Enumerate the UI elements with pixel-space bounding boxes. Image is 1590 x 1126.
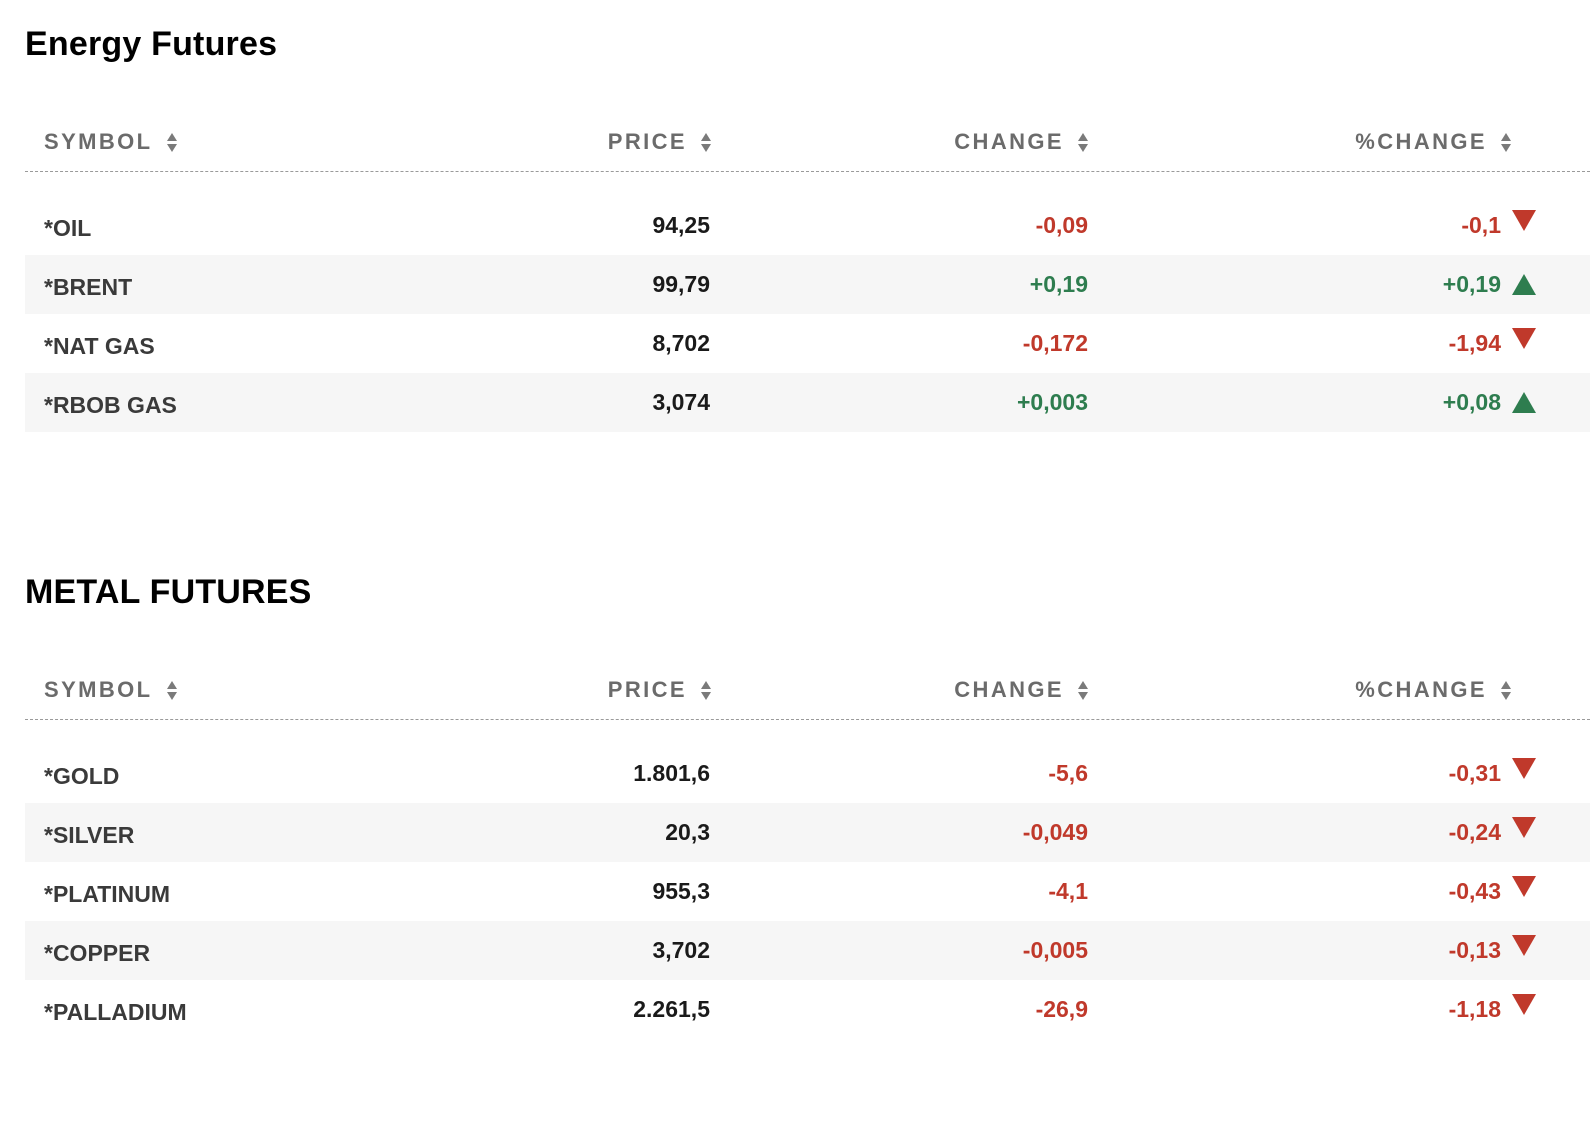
- change-value: -0,172: [1022, 330, 1088, 356]
- pct-change-value: -0,31: [1448, 760, 1501, 786]
- symbol-link[interactable]: *BRENT: [44, 274, 133, 300]
- change-value: -4,1: [1048, 878, 1088, 904]
- sort-icon[interactable]: [1078, 132, 1088, 152]
- section-title: Energy Futures: [25, 25, 278, 63]
- up-arrow-icon: [1512, 274, 1536, 295]
- sort-icon[interactable]: [701, 680, 711, 700]
- table-row[interactable]: *PLATINUM 955,3 -4,1 -0,43: [25, 862, 1590, 921]
- table-row[interactable]: *NAT GAS 8,702 -0,172 -1,94: [25, 314, 1590, 373]
- change-value: -5,6: [1048, 760, 1088, 786]
- down-arrow-icon: [1512, 876, 1536, 897]
- symbol-link[interactable]: *OIL: [44, 215, 92, 241]
- price-value: 8,702: [652, 330, 710, 356]
- table-row[interactable]: *COPPER 3,702 -0,005 -0,13: [25, 921, 1590, 980]
- pct-change-value: -1,94: [1448, 330, 1501, 356]
- price-value: 1.801,6: [633, 760, 710, 786]
- column-header-label: SYMBOL: [44, 677, 153, 702]
- table-row[interactable]: *BRENT 99,79 +0,19 +0,19: [25, 255, 1590, 314]
- table-row[interactable]: *RBOB GAS 3,074 +0,003 +0,08: [25, 373, 1590, 432]
- sort-icon[interactable]: [1501, 680, 1511, 700]
- down-arrow-icon: [1512, 210, 1536, 231]
- sort-icon[interactable]: [701, 132, 711, 152]
- price-value: 955,3: [652, 878, 710, 904]
- energy-futures-section: Energy Futures SYMBOL PRICE CHANGE %CHAN…: [25, 0, 1590, 460]
- pct-change-value: -1,18: [1448, 996, 1501, 1022]
- price-value: 20,3: [665, 819, 710, 845]
- symbol-link[interactable]: *GOLD: [44, 763, 120, 789]
- pct-change-value: -0,24: [1448, 819, 1501, 845]
- change-value: -0,005: [1022, 937, 1088, 963]
- column-header-label: PRICE: [607, 677, 687, 702]
- change-value: -0,049: [1022, 819, 1088, 845]
- pct-change-value: -0,1: [1461, 212, 1501, 238]
- up-arrow-icon: [1512, 392, 1536, 413]
- pct-change-value: +0,08: [1442, 389, 1501, 415]
- section-title: METAL FUTURES: [25, 573, 312, 611]
- table-row[interactable]: *PALLADIUM 2.261,5 -26,9 -1,18: [25, 980, 1590, 1039]
- change-value: -0,09: [1035, 212, 1088, 238]
- table-header: SYMBOL PRICE CHANGE %CHANGE: [25, 659, 1590, 720]
- column-header-change[interactable]: CHANGE: [954, 677, 1088, 703]
- column-header-label: CHANGE: [954, 129, 1064, 154]
- column-header-price[interactable]: PRICE: [608, 677, 711, 703]
- symbol-link[interactable]: *PALLADIUM: [44, 999, 187, 1025]
- price-value: 3,702: [652, 937, 710, 963]
- symbol-link[interactable]: *PLATINUM: [44, 881, 171, 907]
- table-row[interactable]: *GOLD 1.801,6 -5,6 -0,31: [25, 744, 1590, 803]
- column-header-price[interactable]: PRICE: [608, 129, 711, 155]
- symbol-link[interactable]: *COPPER: [44, 940, 151, 966]
- column-header-label: CHANGE: [954, 677, 1064, 702]
- column-header-label: SYMBOL: [44, 129, 153, 154]
- table-row[interactable]: *OIL 94,25 -0,09 -0,1: [25, 196, 1590, 255]
- table-body: *OIL 94,25 -0,09 -0,1 *BRENT 99,79 +0,19…: [25, 196, 1590, 432]
- pct-change-value: -0,43: [1448, 878, 1501, 904]
- column-header-label: %CHANGE: [1355, 129, 1487, 154]
- down-arrow-icon: [1512, 817, 1536, 838]
- symbol-link[interactable]: *SILVER: [44, 822, 135, 848]
- price-value: 3,074: [652, 389, 710, 415]
- price-value: 94,25: [652, 212, 710, 238]
- symbol-link[interactable]: *NAT GAS: [44, 333, 155, 359]
- column-header-label: PRICE: [607, 129, 687, 154]
- change-value: +0,003: [1017, 389, 1088, 415]
- column-header-label: %CHANGE: [1355, 677, 1487, 702]
- table-header: SYMBOL PRICE CHANGE %CHANGE: [25, 111, 1590, 172]
- change-value: +0,19: [1029, 271, 1088, 297]
- column-header-change[interactable]: CHANGE: [954, 129, 1088, 155]
- down-arrow-icon: [1512, 994, 1536, 1015]
- sort-icon[interactable]: [166, 132, 177, 152]
- symbol-link[interactable]: *RBOB GAS: [44, 392, 177, 418]
- down-arrow-icon: [1512, 935, 1536, 956]
- change-value: -26,9: [1035, 996, 1088, 1022]
- pct-change-value: +0,19: [1442, 271, 1501, 297]
- sort-icon[interactable]: [166, 680, 177, 700]
- price-value: 2.261,5: [633, 996, 710, 1022]
- column-header-pct-change[interactable]: %CHANGE: [1355, 129, 1511, 155]
- table-row[interactable]: *SILVER 20,3 -0,049 -0,24: [25, 803, 1590, 862]
- metal-futures-section: METAL FUTURES SYMBOL PRICE CHANGE %CHANG…: [25, 548, 1590, 1088]
- down-arrow-icon: [1512, 328, 1536, 349]
- sort-icon[interactable]: [1078, 680, 1088, 700]
- column-header-symbol[interactable]: SYMBOL: [44, 129, 177, 155]
- table-body: *GOLD 1.801,6 -5,6 -0,31 *SILVER 20,3 -0…: [25, 744, 1590, 1039]
- sort-icon[interactable]: [1501, 132, 1511, 152]
- down-arrow-icon: [1512, 758, 1536, 779]
- column-header-symbol[interactable]: SYMBOL: [44, 677, 177, 703]
- column-header-pct-change[interactable]: %CHANGE: [1355, 677, 1511, 703]
- pct-change-value: -0,13: [1448, 937, 1501, 963]
- price-value: 99,79: [652, 271, 710, 297]
